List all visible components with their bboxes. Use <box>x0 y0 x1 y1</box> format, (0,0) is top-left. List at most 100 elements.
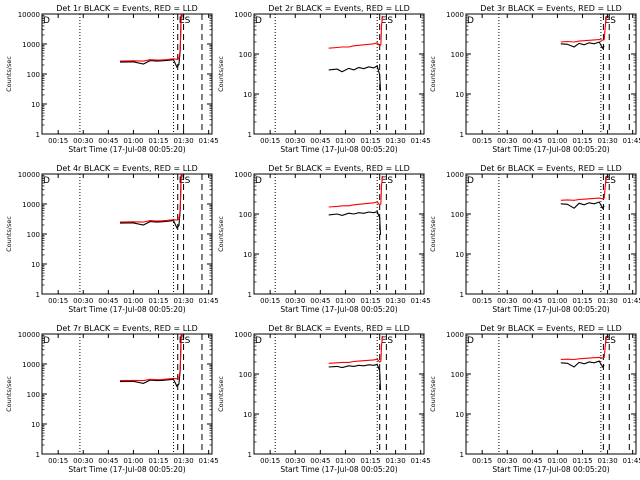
x-tick-label: 00:45 <box>98 297 118 305</box>
x-tick-label: 01:45 <box>623 457 640 465</box>
y-axis-label: Counts/sec <box>429 56 437 92</box>
y-axis-label: Counts/sec <box>429 216 437 252</box>
x-tick-label: 00:30 <box>497 297 517 305</box>
y-axis-label: Counts/sec <box>217 56 225 92</box>
time-marker-label: D <box>255 336 262 346</box>
y-tick-label: 10 <box>455 91 464 99</box>
plot-frame <box>253 173 425 295</box>
x-tick-label: 00:45 <box>310 457 330 465</box>
x-tick-label: 00:30 <box>497 457 517 465</box>
time-marker-label: S <box>387 336 393 346</box>
x-tick-label: 01:00 <box>547 297 567 305</box>
x-tick-label: 00:45 <box>98 457 118 465</box>
x-tick-label: 01:30 <box>597 297 617 305</box>
time-marker-label: E <box>179 176 185 186</box>
x-tick-label: 01:45 <box>411 297 431 305</box>
time-marker-label: S <box>185 176 191 186</box>
events-series-line <box>328 210 382 235</box>
y-tick-label: 100 <box>451 211 464 219</box>
x-tick-label: 01:00 <box>335 457 355 465</box>
detector-panel: Det 2r BLACK = Events, RED = LLD 1 10 100 10… <box>217 4 431 154</box>
detector-panel: Det 9r BLACK = Events, RED = LLD 1 10 100 10… <box>429 324 640 474</box>
y-tick-label: 1000 <box>234 331 252 339</box>
plot-frame <box>465 13 637 135</box>
plot-frame <box>41 173 213 295</box>
y-axis-label: Counts/sec <box>5 56 13 92</box>
panel-title: Det 4r BLACK = Events, RED = LLD <box>56 164 198 173</box>
y-tick-label: 10 <box>455 251 464 259</box>
x-tick-label: 01:15 <box>148 137 168 145</box>
x-tick-label: 00:15 <box>260 297 280 305</box>
x-tick-label: 01:15 <box>572 297 592 305</box>
x-tick-label: 01:15 <box>148 457 168 465</box>
x-axis-label: Start Time (17-Jul-08 00:05:20) <box>492 145 609 154</box>
x-tick-label: 01:00 <box>123 297 143 305</box>
x-tick-label: 01:30 <box>385 137 405 145</box>
lld-series-line <box>119 174 183 223</box>
panel-title: Det 7r BLACK = Events, RED = LLD <box>56 324 198 333</box>
y-tick-label: 1 <box>36 451 40 459</box>
x-tick-label: 01:45 <box>623 137 640 145</box>
x-tick-label: 01:30 <box>385 457 405 465</box>
y-tick-label: 1 <box>248 291 252 299</box>
y-tick-label: 100 <box>27 391 40 399</box>
x-tick-label: 00:30 <box>285 457 305 465</box>
detector-panel: Det 6r BLACK = Events, RED = LLD 1 10 100 10… <box>429 164 640 314</box>
time-marker-label: E <box>179 336 185 346</box>
x-tick-label: 00:45 <box>522 137 542 145</box>
y-tick-label: 1 <box>248 451 252 459</box>
x-tick-label: 01:30 <box>173 297 193 305</box>
x-tick-label: 01:30 <box>173 137 193 145</box>
time-marker-label: S <box>185 336 191 346</box>
time-marker-label: S <box>610 336 616 346</box>
x-axis-label: Start Time (17-Jul-08 00:05:20) <box>280 145 397 154</box>
x-tick-label: 00:30 <box>285 137 305 145</box>
y-tick-label: 10 <box>31 101 40 109</box>
y-tick-label: 1 <box>460 131 464 139</box>
y-tick-label: 10 <box>243 411 252 419</box>
x-tick-label: 01:45 <box>199 457 219 465</box>
time-marker-label: E <box>604 16 610 26</box>
time-marker-label: S <box>387 176 393 186</box>
y-tick-label: 10 <box>455 411 464 419</box>
y-tick-label: 1000 <box>22 201 40 209</box>
time-marker-label: E <box>381 16 387 26</box>
time-marker-label: E <box>381 176 387 186</box>
lld-series-line <box>328 15 384 49</box>
x-tick-label: 00:15 <box>472 297 492 305</box>
time-marker-label: E <box>604 176 610 186</box>
y-tick-label: 100 <box>239 211 252 219</box>
y-tick-label: 100 <box>239 51 252 59</box>
y-tick-label: 100 <box>451 51 464 59</box>
lld-series-line <box>560 175 608 201</box>
x-tick-label: 00:45 <box>98 137 118 145</box>
x-tick-label: 01:15 <box>572 457 592 465</box>
x-tick-label: 01:45 <box>411 137 431 145</box>
panel-title: Det 5r BLACK = Events, RED = LLD <box>268 164 410 173</box>
x-axis-label: Start Time (17-Jul-08 00:05:20) <box>68 305 185 314</box>
panel-title: Det 1r BLACK = Events, RED = LLD <box>56 4 198 13</box>
x-axis-label: Start Time (17-Jul-08 00:05:20) <box>68 145 185 154</box>
x-tick-label: 00:15 <box>260 137 280 145</box>
x-tick-label: 01:45 <box>199 137 219 145</box>
x-tick-label: 01:45 <box>623 297 640 305</box>
lld-series-line <box>119 334 183 382</box>
x-axis-label: Start Time (17-Jul-08 00:05:20) <box>280 305 397 314</box>
x-axis-label: Start Time (17-Jul-08 00:05:20) <box>492 305 609 314</box>
x-tick-label: 01:15 <box>360 457 380 465</box>
time-marker-label: E <box>381 336 387 346</box>
y-tick-label: 1 <box>248 131 252 139</box>
y-tick-label: 1000 <box>22 361 40 369</box>
x-tick-label: 01:15 <box>572 137 592 145</box>
y-tick-label: 10 <box>243 251 252 259</box>
time-marker-label: D <box>43 176 50 186</box>
y-tick-label: 1000 <box>22 41 40 49</box>
detector-panel: Det 4r BLACK = Events, RED = LLD 1 10 100 10… <box>5 164 219 314</box>
x-tick-label: 01:30 <box>597 457 617 465</box>
time-marker-label: D <box>467 16 474 26</box>
y-tick-label: 1 <box>36 291 40 299</box>
time-marker-label: D <box>43 336 50 346</box>
x-tick-label: 01:00 <box>547 137 567 145</box>
time-marker-label: D <box>467 336 474 346</box>
x-tick-label: 00:15 <box>48 457 68 465</box>
